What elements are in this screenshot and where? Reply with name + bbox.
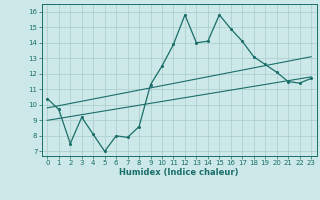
X-axis label: Humidex (Indice chaleur): Humidex (Indice chaleur) bbox=[119, 168, 239, 177]
